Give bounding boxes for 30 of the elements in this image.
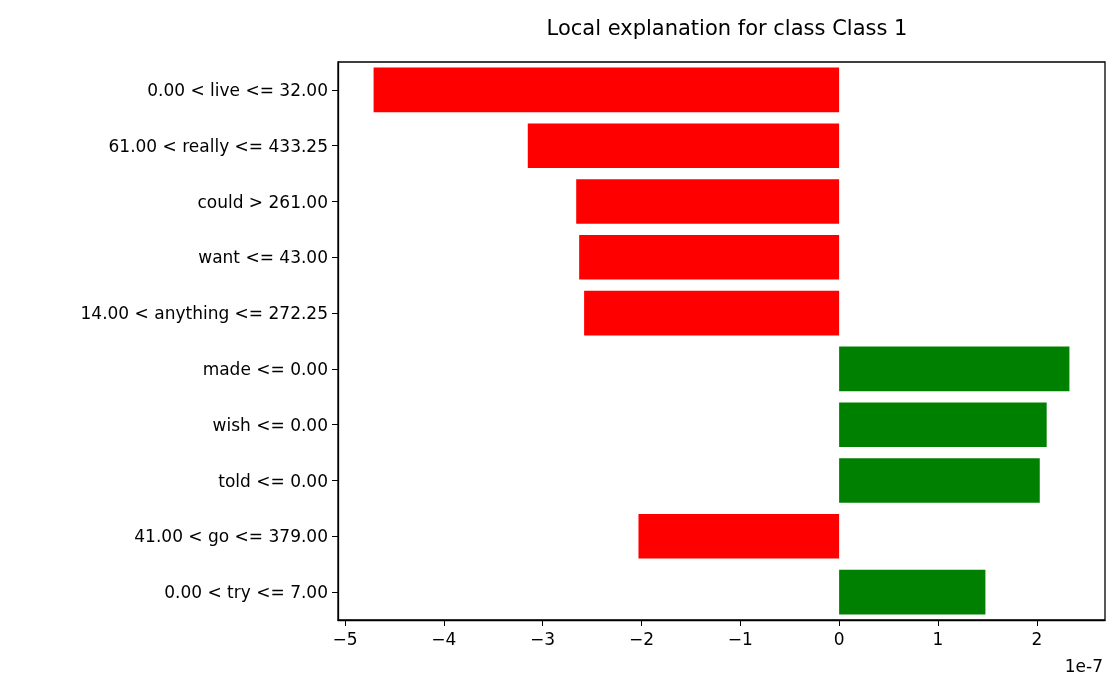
x-tick-label: −4 — [431, 628, 457, 649]
y-tick-label: could > 261.00 — [197, 191, 328, 212]
bar — [839, 346, 1070, 392]
x-tick-label: 1 — [932, 628, 944, 649]
y-tick-label: 0.00 < live <= 32.00 — [147, 79, 328, 100]
x-tick-label: −2 — [628, 628, 654, 649]
x-tick-label: −1 — [727, 628, 753, 649]
y-tick-label: made <= 0.00 — [202, 358, 328, 379]
y-tick-label: 41.00 < go <= 379.00 — [134, 526, 328, 547]
y-tick-label: 0.00 < try <= 7.00 — [164, 582, 328, 603]
bar — [584, 290, 840, 336]
y-tick-label: wish <= 0.00 — [212, 414, 328, 435]
bar — [638, 513, 840, 559]
bar — [373, 67, 840, 113]
bar — [839, 569, 986, 615]
x-tick-label: −5 — [332, 628, 358, 649]
chart-title: Local explanation for class Class 1 — [546, 15, 908, 40]
y-tick-label: told <= 0.00 — [218, 470, 328, 491]
y-tick-label: want <= 43.00 — [198, 247, 328, 268]
text: 1e-7 — [1064, 655, 1104, 676]
x-tick-label: −3 — [530, 628, 556, 649]
bar — [839, 458, 1040, 503]
x-tick-label: 0 — [833, 628, 845, 649]
bar — [576, 179, 840, 224]
y-tick-label: 61.00 < really <= 433.25 — [108, 135, 328, 156]
y-tick-label: 14.00 < anything <= 272.25 — [80, 303, 328, 324]
x-tick-label: 2 — [1031, 628, 1043, 649]
bar — [839, 402, 1047, 448]
bar — [527, 123, 840, 169]
bar — [579, 234, 840, 280]
